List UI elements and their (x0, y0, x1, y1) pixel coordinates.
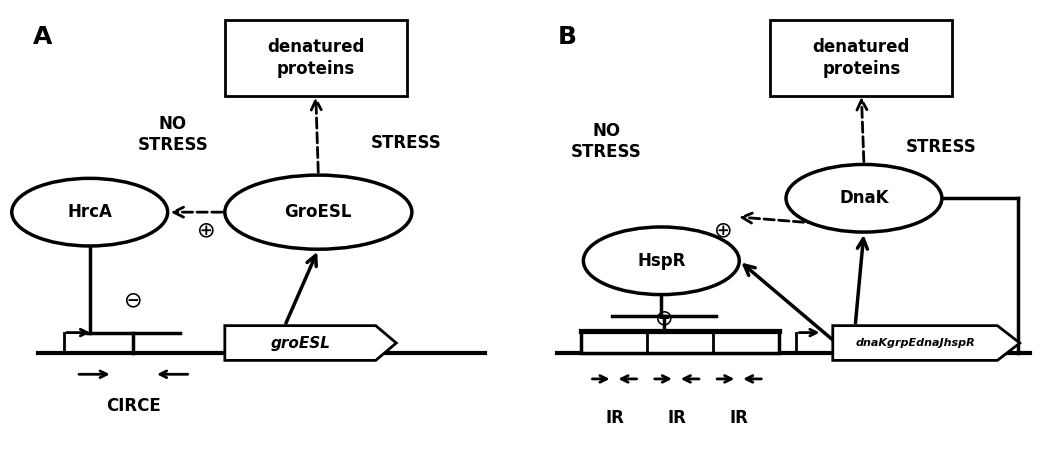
Text: NO
STRESS: NO STRESS (571, 123, 642, 161)
Polygon shape (225, 326, 396, 360)
FancyBboxPatch shape (581, 331, 778, 353)
Text: DnaK: DnaK (839, 189, 889, 207)
Polygon shape (833, 326, 1020, 360)
Text: STRESS: STRESS (905, 138, 976, 156)
Text: denatured
proteins: denatured proteins (267, 38, 365, 78)
Text: IR: IR (729, 409, 748, 427)
Text: dnaKgrpEdnaJhspR: dnaKgrpEdnaJhspR (855, 338, 975, 348)
Text: HrcA: HrcA (68, 203, 113, 221)
Ellipse shape (225, 175, 412, 249)
FancyBboxPatch shape (770, 20, 952, 96)
Text: A: A (32, 25, 52, 48)
Text: IR: IR (605, 409, 624, 427)
Text: GroESL: GroESL (284, 203, 352, 221)
Text: groESL: groESL (270, 336, 330, 350)
Text: ⊖: ⊖ (655, 308, 674, 329)
Text: HspR: HspR (637, 252, 686, 270)
Ellipse shape (786, 164, 942, 232)
Text: B: B (557, 25, 576, 48)
Ellipse shape (11, 178, 168, 246)
Text: IR: IR (668, 409, 687, 427)
Text: STRESS: STRESS (370, 134, 441, 151)
Text: NO
STRESS: NO STRESS (138, 116, 208, 154)
Ellipse shape (584, 227, 739, 295)
Text: ⊕: ⊕ (197, 221, 216, 240)
Text: CIRCE: CIRCE (106, 397, 160, 416)
Text: ⊖: ⊖ (124, 290, 143, 310)
FancyBboxPatch shape (225, 20, 406, 96)
Text: ⊕: ⊕ (715, 221, 733, 240)
Text: denatured
proteins: denatured proteins (813, 38, 910, 78)
